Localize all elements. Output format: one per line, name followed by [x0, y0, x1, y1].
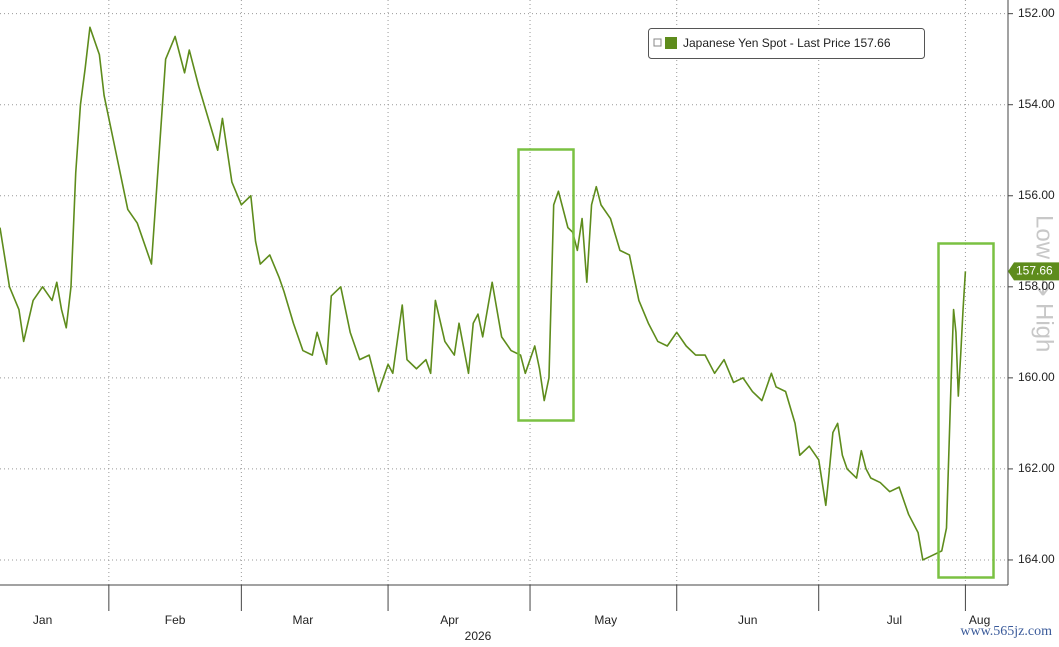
legend-box	[648, 28, 925, 59]
legend-label: Japanese Yen Spot - Last Price 157.66	[683, 36, 891, 50]
y-tick-label: 156.00	[1018, 188, 1055, 202]
legend-icon	[653, 38, 662, 47]
axis-annotation: Low High	[1031, 215, 1058, 352]
x-tick-label: Jun	[738, 613, 757, 627]
plot-area	[0, 0, 1008, 585]
x-tick-label: May	[594, 613, 617, 627]
annotation-high: High	[1031, 303, 1058, 352]
y-tick-label: 158.00	[1018, 279, 1055, 293]
y-tick-label: 154.00	[1018, 97, 1055, 111]
legend-swatch	[665, 37, 677, 49]
highlight-box	[937, 242, 995, 579]
watermark: www.565jz.com	[960, 624, 1052, 639]
annotation-low: Low	[1031, 215, 1058, 260]
highlight-box	[517, 148, 575, 422]
x-tick-label: Jul	[887, 613, 902, 627]
legend: Japanese Yen Spot - Last Price 157.66	[648, 28, 925, 59]
y-tick-label: 162.00	[1018, 461, 1055, 475]
last-price-tag	[1008, 262, 1059, 281]
x-axis-title: 2026	[465, 629, 492, 643]
x-tick-label: Aug	[969, 613, 990, 627]
annotation-arrowhead	[1036, 286, 1050, 296]
price-line	[0, 26, 967, 561]
y-tick-label: 152.00	[1018, 6, 1055, 20]
x-tick-label: Apr	[440, 613, 459, 627]
x-tick-label: Mar	[293, 613, 314, 627]
x-tick-label: Feb	[165, 613, 186, 627]
y-tick-label: 164.00	[1018, 552, 1055, 566]
last-price-label: 157.66	[1016, 264, 1053, 278]
x-tick-label: Jan	[33, 613, 52, 627]
y-tick-label: 160.00	[1018, 370, 1055, 384]
